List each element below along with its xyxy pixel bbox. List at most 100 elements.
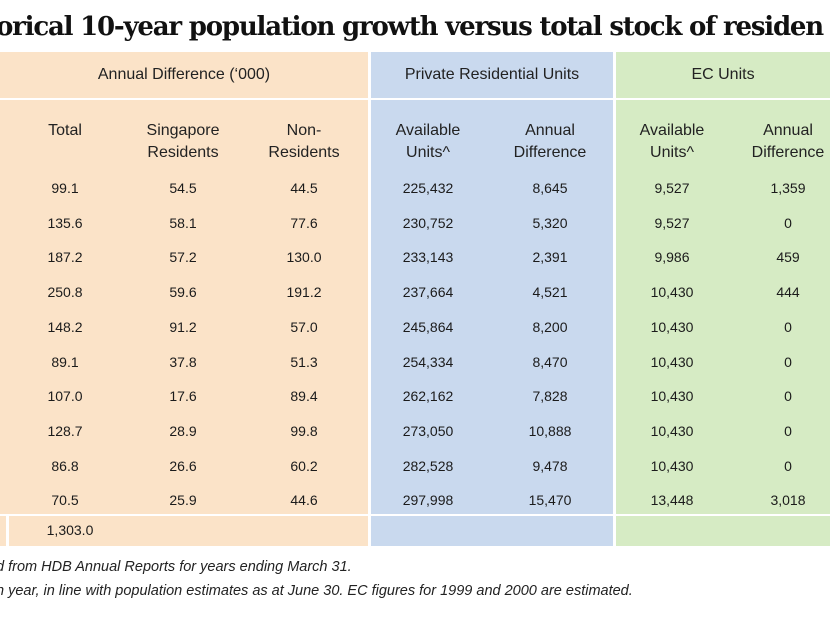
cell-non-residents: 191.2 [286, 284, 322, 301]
cell-non-residents: 130.0 [286, 249, 322, 266]
cell-singapore-residents: 26.6 [169, 457, 197, 474]
cell-ec-annual-difference: 459 [776, 249, 800, 266]
annual-difference-panel [0, 52, 368, 546]
cell-singapore-residents: 59.6 [169, 284, 197, 301]
col-header-ec-annual-difference: Annual Difference [751, 122, 825, 161]
col-header-ec-available-units: Available Units^ [639, 122, 705, 161]
cell-ec-available-units: 13,448 [650, 492, 694, 509]
cell-private-available-units: 225,432 [402, 180, 454, 196]
table-row: 187.2 57.2 130.0 233,143 2,391 9,986 459 [0, 240, 830, 275]
cell-non-residents: 99.8 [290, 422, 318, 439]
cell-private-available-units: 282,528 [402, 457, 454, 474]
col-header-non-residents: Non- Residents [268, 122, 340, 161]
cell-private-available-units: 245,864 [402, 318, 454, 335]
cell-ec-available-units: 10,430 [650, 284, 694, 301]
cell-private-annual-difference: 8,470 [532, 353, 568, 370]
cell-ec-annual-difference: 0 [784, 422, 792, 439]
footnote-source: d from HDB Annual Reports for years endi… [0, 559, 352, 575]
cell-singapore-residents: 54.5 [169, 180, 197, 196]
col-header-total: Total [48, 122, 82, 139]
cell-private-available-units: 237,664 [402, 284, 454, 301]
cell-ec-annual-difference: 1,359 [770, 180, 806, 196]
cell-ec-annual-difference: 0 [784, 353, 792, 370]
cell-non-residents: 44.5 [290, 180, 318, 196]
cell-private-annual-difference: 10,888 [528, 422, 572, 439]
cell-singapore-residents: 28.9 [169, 422, 197, 439]
cell-ec-annual-difference: 0 [784, 214, 792, 231]
cell-singapore-residents: 91.2 [169, 318, 197, 335]
total-row-divider [0, 514, 830, 516]
left-stub-divider [6, 514, 9, 546]
cell-private-available-units: 230,752 [402, 214, 454, 231]
cell-ec-available-units: 10,430 [650, 353, 694, 370]
cell-ec-annual-difference: 0 [784, 318, 792, 335]
cell-non-residents: 60.2 [290, 457, 318, 474]
cell-private-annual-difference: 7,828 [532, 388, 568, 405]
cell-ec-annual-difference: 444 [776, 284, 800, 301]
private-units-panel [371, 52, 613, 546]
cell-private-annual-difference: 15,470 [528, 492, 572, 509]
table-row: 70.5 25.9 44.6 297,998 15,470 13,448 3,018 [0, 483, 830, 518]
ec-units-panel [616, 52, 830, 546]
cell-total: 70.5 [51, 492, 79, 509]
cell-private-available-units: 297,998 [402, 492, 454, 509]
table-row: 89.1 37.8 51.3 254,334 8,470 10,430 0 [0, 345, 830, 380]
cell-non-residents: 51.3 [290, 353, 318, 370]
header-divider [0, 98, 830, 100]
cell-total: 187.2 [47, 249, 83, 266]
cell-ec-available-units: 9,527 [654, 214, 690, 231]
group-header-ec-units: EC Units [691, 66, 755, 83]
table-row: 86.8 26.6 60.2 282,528 9,478 10,430 0 [0, 449, 830, 484]
cell-ec-annual-difference: 0 [784, 388, 792, 405]
cell-private-available-units: 262,162 [402, 388, 454, 405]
cell-private-annual-difference: 8,200 [532, 318, 568, 335]
cell-non-residents: 89.4 [290, 388, 318, 405]
cell-non-residents: 57.0 [290, 318, 318, 335]
col-header-private-available-units: Available Units^ [395, 122, 461, 161]
cell-singapore-residents: 17.6 [169, 388, 197, 405]
cell-private-annual-difference: 2,391 [532, 249, 568, 266]
cell-total: 107.0 [47, 388, 83, 405]
cell-private-annual-difference: 9,478 [532, 457, 568, 474]
cell-ec-available-units: 9,527 [654, 180, 690, 196]
cell-ec-available-units: 10,430 [650, 318, 694, 335]
footnote-estimates: h year, in line with population estimate… [0, 583, 633, 599]
cell-private-annual-difference: 4,521 [532, 284, 568, 301]
table-row: 128.7 28.9 99.8 273,050 10,888 10,430 0 [0, 414, 830, 449]
cell-total: 135.6 [47, 214, 83, 231]
group-header-private-residential: Private Residential Units [404, 66, 580, 83]
cell-singapore-residents: 25.9 [169, 492, 197, 509]
cell-total: 89.1 [51, 353, 79, 370]
table-title: orical 10-year population growth versus … [0, 12, 824, 42]
cell-ec-available-units: 10,430 [650, 457, 694, 474]
cell-private-annual-difference: 8,645 [532, 180, 568, 196]
table-row: 250.8 59.6 191.2 237,664 4,521 10,430 444 [0, 275, 830, 310]
cell-ec-annual-difference: 0 [784, 457, 792, 474]
cell-ec-available-units: 10,430 [650, 422, 694, 439]
cell-private-available-units: 273,050 [402, 422, 454, 439]
table-row: 107.0 17.6 89.4 262,162 7,828 10,430 0 [0, 379, 830, 414]
cell-private-available-units: 233,143 [402, 249, 454, 266]
cell-singapore-residents: 58.1 [169, 214, 197, 231]
cell-total: 86.8 [51, 457, 79, 474]
cell-non-residents: 44.6 [290, 492, 318, 509]
cell-singapore-residents: 57.2 [169, 249, 197, 266]
cell-total: 128.7 [47, 422, 83, 439]
cell-ec-annual-difference: 3,018 [770, 492, 806, 509]
cell-singapore-residents: 37.8 [169, 353, 197, 370]
cell-non-residents: 77.6 [290, 214, 318, 231]
col-header-singapore-residents: Singapore Residents [146, 122, 220, 161]
group-header-annual-difference: Annual Difference (‘000) [97, 66, 271, 83]
cell-total: 250.8 [47, 284, 83, 301]
cell-total: 99.1 [51, 180, 79, 196]
cell-ec-available-units: 9,986 [654, 249, 690, 266]
cell-private-annual-difference: 5,320 [532, 214, 568, 231]
table-row: 99.1 54.5 44.5 225,432 8,645 9,527 1,359 [0, 171, 830, 206]
cell-ec-available-units: 10,430 [650, 388, 694, 405]
table-row: 135.6 58.1 77.6 230,752 5,320 9,527 0 [0, 206, 830, 241]
table-row: 148.2 91.2 57.0 245,864 8,200 10,430 0 [0, 310, 830, 345]
cell-private-available-units: 254,334 [402, 353, 454, 370]
sum-total: 1,303.0 [46, 522, 94, 538]
cell-total: 148.2 [47, 318, 83, 335]
col-header-private-annual-difference: Annual Difference [513, 122, 587, 161]
